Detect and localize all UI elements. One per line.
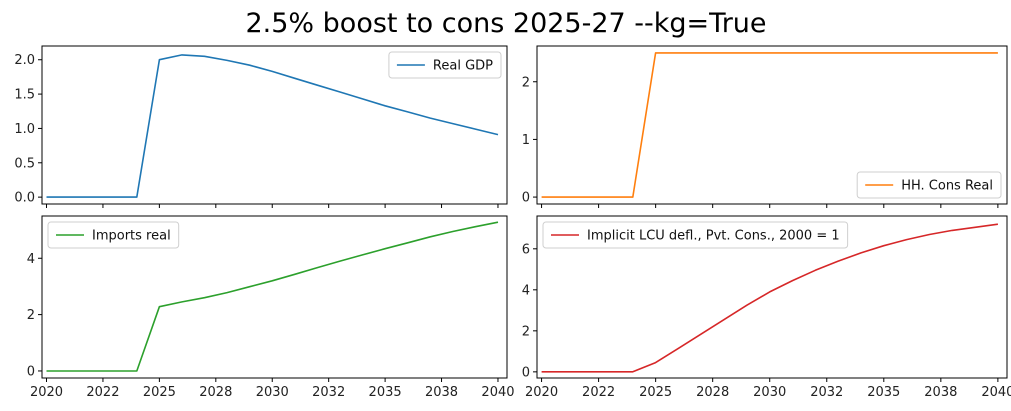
subplot-3-xtick-label: 2040 [981,385,1011,400]
subplot-0-ytick-label: 1.0 [14,122,35,137]
subplot-1-ytick-label: 0 [522,191,530,206]
subplot-3-series-line-0 [541,223,999,373]
figure-title: 2.5% boost to cons 2025-27 --kg=True [245,8,766,39]
subplot-2-xtick-label: 2022 [86,385,119,400]
subplot-3-xtick-label: 2032 [810,385,843,400]
subplot-0-ytick-label: 2.0 [14,53,35,68]
subplot-2-xtick-label: 2030 [256,385,289,400]
subplot-2-xtick-label: 2020 [30,385,63,400]
subplot-0-legend: Real GDP [388,51,502,79]
subplot-2-xtick-label: 2035 [369,385,402,400]
subplot-1-legend: HH. Cons Real [856,171,1002,199]
subplot-3-legend-label: Implicit LCU defl., Pvt. Cons., 2000 = 1 [587,229,840,244]
subplot-1-ytick-label: 2 [522,75,530,90]
subplot-1-frame [536,45,1008,205]
subplot-2-ytick-label: 0 [27,364,35,379]
subplot-2-xtick-label: 2032 [312,385,345,400]
subplot-0-ytick-label: 1.5 [14,88,35,103]
subplot-3-xtick-label: 2028 [696,385,729,400]
subplot-imports-real: 2020 2022 2025 2028 2030 2032 2035 2038 2040 0 2 4 I… [27,215,515,400]
subplot-3-ytick-label: 4 [522,283,530,298]
subplot-2-legend-box [47,221,180,249]
subplot-2-legend: Imports real [47,221,180,249]
subplot-hh-cons-real: 0 1 2 HH. Cons Real [522,45,1008,208]
subplot-0-legend-label: Real GDP [433,59,493,74]
subplot-2-series-line-0 [46,221,499,372]
subplot-2-xtick-label: 2040 [481,385,514,400]
subplot-3-ytick-label: 6 [522,242,530,257]
subplot-3-ytick-label: 0 [522,365,530,380]
subplot-2-xtick-label: 2028 [199,385,232,400]
subplot-2-frame [41,215,508,379]
subplot-3-xtick-label: 2030 [753,385,786,400]
subplot-real-gdp: 0.0 0.5 1.0 1.5 2.0 Real GDP [14,45,508,208]
subplot-3-frame [536,215,1008,379]
subplot-3-xtick-label: 2038 [924,385,957,400]
subplot-0-frame [41,45,508,205]
subplot-0-legend-box [388,51,502,79]
subplot-3-xtick-label: 2035 [867,385,900,400]
subplot-3-legend-box [542,221,849,249]
subplot-2-legend-label: Imports real [92,229,171,244]
subplot-1-series-line-0 [541,52,998,198]
subplot-2-ytick-label: 4 [27,252,35,267]
subplot-3-xtick-label: 2020 [525,385,558,400]
subplot-1-ytick-label: 1 [522,133,530,148]
subplot-2-xtick-label: 2025 [143,385,176,400]
subplot-1-legend-box [856,171,1002,199]
subplot-0-ytick-label: 0.5 [14,156,35,171]
subplot-3-xtick-label: 2022 [582,385,615,400]
subplot-1-legend-label: HH. Cons Real [901,179,993,194]
subplot-0-series-line-0 [46,54,499,198]
subplot-3-xtick-label: 2025 [639,385,672,400]
subplot-2-ytick-label: 2 [27,308,35,323]
subplot-2-xtick-label: 2038 [425,385,458,400]
subplot-3-legend: Implicit LCU defl., Pvt. Cons., 2000 = 1 [542,221,849,249]
subplot-3-ytick-label: 2 [522,324,530,339]
subplot-0-ytick-label: 0.0 [14,191,35,206]
subplot-implicit-deflator: 2020 2022 2025 2028 2030 2032 2035 2038 2040 0 2 4 6… [522,215,1011,400]
